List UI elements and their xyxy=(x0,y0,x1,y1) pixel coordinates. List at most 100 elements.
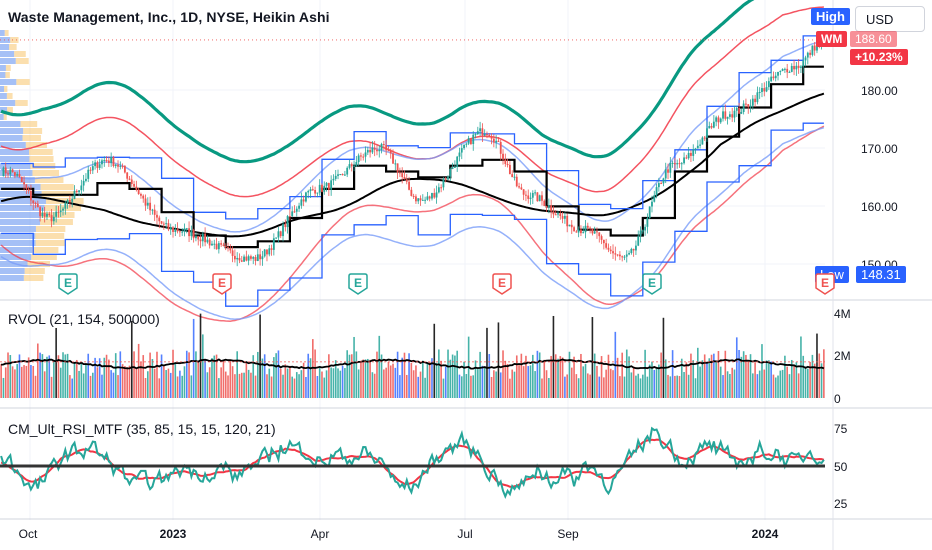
candle-body xyxy=(591,228,594,234)
candle-body xyxy=(334,175,337,179)
volume-bar xyxy=(174,362,177,398)
candle-body xyxy=(130,179,133,184)
candle-body xyxy=(135,186,138,190)
candle-body xyxy=(178,231,181,233)
profile-bar-sell xyxy=(35,240,65,246)
candle-body xyxy=(621,256,624,258)
volume-bar xyxy=(490,376,493,398)
currency-button[interactable]: USD xyxy=(855,6,925,32)
volume-bar xyxy=(410,362,413,398)
candle-body xyxy=(655,187,658,196)
volume-bar xyxy=(153,368,156,398)
volume-bar xyxy=(451,354,454,398)
volume-bar xyxy=(458,374,461,398)
candle-body xyxy=(337,174,339,176)
candle-body xyxy=(804,57,807,61)
volume-bar xyxy=(536,350,539,398)
earnings-marker-badge xyxy=(815,273,835,295)
candle-body xyxy=(786,68,789,73)
candle-body xyxy=(78,190,80,193)
candle-body xyxy=(385,145,388,151)
profile-bar-sell xyxy=(3,114,7,120)
volume-bar xyxy=(522,366,525,398)
volume-bar xyxy=(786,366,788,398)
candle-body xyxy=(298,205,300,209)
keltner-inner-lower xyxy=(0,126,825,320)
profile-bar-buy xyxy=(0,58,16,64)
candle-body xyxy=(321,184,323,192)
profile-bar-sell xyxy=(7,107,13,113)
volume-tick-label: 2M xyxy=(834,349,851,363)
rsi-tick-label: 50 xyxy=(834,460,848,474)
candle-body xyxy=(215,243,218,250)
volume-bar xyxy=(273,357,275,398)
volume-bar xyxy=(364,359,367,398)
volume-bar xyxy=(788,374,791,398)
profile-bar-buy xyxy=(0,51,15,57)
volume-bar xyxy=(293,378,296,398)
candle-body xyxy=(41,212,44,217)
candle-body xyxy=(369,149,372,153)
candle-body xyxy=(201,233,204,242)
profile-bar-sell xyxy=(28,149,53,155)
profile-bar-buy xyxy=(0,240,36,246)
candle-body xyxy=(206,239,209,243)
volume-bar xyxy=(623,376,626,398)
earnings-marker-shape xyxy=(642,273,662,295)
volume-bar xyxy=(474,360,477,398)
candle-body xyxy=(250,256,252,259)
candle-body xyxy=(305,192,307,202)
candle-body xyxy=(256,254,259,262)
candle-body xyxy=(431,193,433,199)
volume-bar xyxy=(298,374,300,398)
candle-body xyxy=(790,66,793,72)
volume-bar xyxy=(85,364,87,398)
candle-body xyxy=(614,253,617,255)
profile-bar-buy xyxy=(0,254,32,260)
candle-body xyxy=(227,247,229,249)
volume-bar xyxy=(339,370,342,398)
volume-bar xyxy=(142,355,145,398)
candle-body xyxy=(295,208,298,212)
candle-body xyxy=(266,249,268,255)
candle-body xyxy=(412,195,415,197)
volume-bar xyxy=(793,366,795,398)
candle-body xyxy=(172,227,174,232)
rsi-tick-label: 25 xyxy=(834,497,848,511)
candle-body xyxy=(703,137,706,139)
earnings-marker[interactable]: E xyxy=(348,273,368,295)
volume-bar xyxy=(156,351,158,398)
candle-body xyxy=(288,216,291,218)
volume-bar xyxy=(426,362,429,398)
volume-bar xyxy=(346,350,348,398)
candle-body xyxy=(646,218,649,227)
candle-body xyxy=(657,183,660,188)
candle-body xyxy=(71,198,74,202)
profile-bar-buy xyxy=(0,268,25,274)
volume-bar xyxy=(30,365,32,398)
candle-body xyxy=(291,211,294,217)
candle-body xyxy=(618,254,621,257)
volume-bar xyxy=(133,351,135,398)
earnings-marker[interactable]: E xyxy=(58,273,78,295)
earnings-marker[interactable]: E xyxy=(492,273,512,295)
chart-title: Waste Management, Inc., 1D, NYSE, Heikin… xyxy=(8,9,330,25)
profile-bar-sell xyxy=(35,226,66,232)
volume-bar xyxy=(254,375,257,398)
volume-bar xyxy=(144,378,147,398)
volume-bar xyxy=(279,368,282,398)
volume-bar xyxy=(245,362,248,398)
candle-body xyxy=(243,256,245,262)
candle-body xyxy=(495,140,498,143)
earnings-marker[interactable]: E xyxy=(212,273,232,295)
volume-bar xyxy=(314,349,316,398)
volume-bar xyxy=(745,354,747,398)
profile-bar-sell xyxy=(15,100,28,106)
candle-body xyxy=(676,163,679,165)
earnings-marker[interactable]: E xyxy=(642,273,662,295)
candle-body xyxy=(669,163,672,173)
earnings-marker[interactable]: E xyxy=(815,273,835,295)
volume-bar xyxy=(658,364,660,398)
volume-bar xyxy=(16,364,18,398)
